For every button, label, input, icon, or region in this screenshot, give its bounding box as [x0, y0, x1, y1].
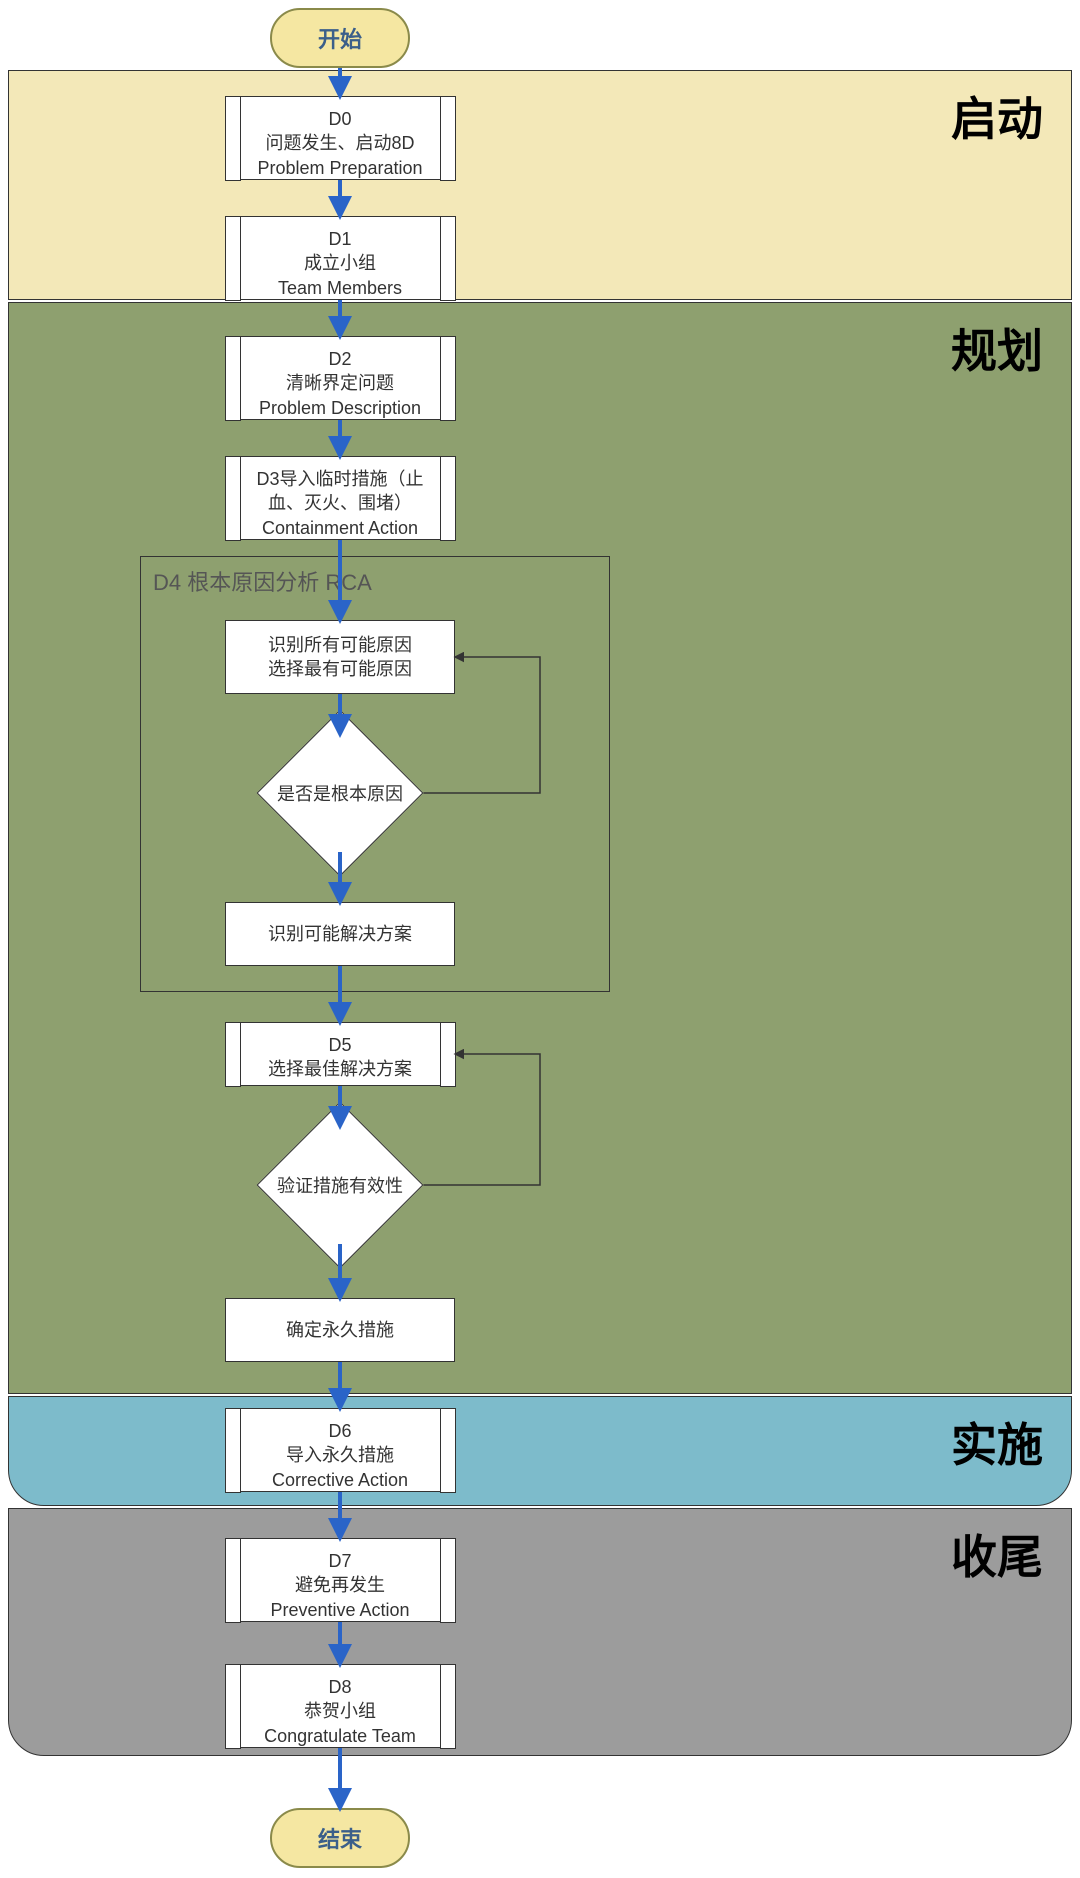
node-d3-cn1: D3导入临时措施（止 — [242, 467, 438, 491]
flowchart-canvas: 启动 规划 实施 收尾 开始 D0 问题发生、启动8D Problem Prep… — [0, 0, 1080, 1878]
node-d4a: 识别所有可能原因 选择最有可能原因 — [225, 620, 455, 694]
node-d0: D0 问题发生、启动8D Problem Preparation — [225, 96, 455, 180]
start-label: 开始 — [318, 22, 362, 54]
end-label: 结束 — [318, 1822, 362, 1854]
node-d6: D6 导入永久措施 Corrective Action — [225, 1408, 455, 1492]
node-d8-code: D8 — [242, 1675, 438, 1699]
node-d5b-cn: 确定永久措施 — [286, 1318, 394, 1342]
node-d0-cn: 问题发生、启动8D — [242, 131, 438, 155]
start-terminator: 开始 — [270, 8, 410, 68]
node-d2: D2 清晰界定问题 Problem Description — [225, 336, 455, 420]
node-d2-en: Problem Description — [242, 396, 438, 420]
node-d4-decision: 是否是根本原因 — [281, 734, 399, 852]
node-d4-decision-label: 是否是根本原因 — [250, 734, 430, 852]
node-d6-en: Corrective Action — [242, 1468, 438, 1492]
phase-close-label: 收尾 — [951, 1521, 1043, 1587]
node-d6-code: D6 — [242, 1419, 438, 1443]
node-d1-cn: 成立小组 — [242, 251, 438, 275]
phase-exec-label: 实施 — [951, 1409, 1043, 1475]
node-d2-cn: 清晰界定问题 — [242, 371, 438, 395]
node-d3: D3导入临时措施（止 血、灭火、围堵） Containment Action — [225, 456, 455, 540]
phase-launch: 启动 — [8, 70, 1072, 300]
node-d7-en: Preventive Action — [242, 1598, 438, 1622]
phase-close: 收尾 — [8, 1508, 1072, 1756]
node-d5-decision-label: 验证措施有效性 — [250, 1126, 430, 1244]
phase-exec: 实施 — [8, 1396, 1072, 1506]
node-d8-en: Congratulate Team — [242, 1724, 438, 1748]
node-d5: D5 选择最佳解决方案 — [225, 1022, 455, 1086]
node-d7-cn: 避免再发生 — [242, 1573, 438, 1597]
node-d4b: 识别可能解决方案 — [225, 902, 455, 966]
node-d7-code: D7 — [242, 1549, 438, 1573]
node-d8-cn: 恭贺小组 — [242, 1699, 438, 1723]
node-d5-code: D5 — [242, 1033, 438, 1057]
node-d5-cn: 选择最佳解决方案 — [242, 1057, 438, 1081]
node-d3-cn2: 血、灭火、围堵） — [242, 491, 438, 515]
node-d3-en: Containment Action — [242, 516, 438, 540]
node-d6-cn: 导入永久措施 — [242, 1443, 438, 1467]
node-d1: D1 成立小组 Team Members — [225, 216, 455, 300]
node-d4a-cn1: 识别所有可能原因 — [268, 633, 412, 657]
node-d0-en: Problem Preparation — [242, 156, 438, 180]
node-d7: D7 避免再发生 Preventive Action — [225, 1538, 455, 1622]
node-d1-code: D1 — [242, 227, 438, 251]
phase-launch-label: 启动 — [951, 83, 1043, 149]
node-d1-en: Team Members — [242, 276, 438, 300]
node-d5-decision: 验证措施有效性 — [281, 1126, 399, 1244]
node-d5b: 确定永久措施 — [225, 1298, 455, 1362]
node-d8: D8 恭贺小组 Congratulate Team — [225, 1664, 455, 1748]
node-d0-code: D0 — [242, 107, 438, 131]
phase-plan-label: 规划 — [951, 315, 1043, 381]
node-d4b-cn: 识别可能解决方案 — [268, 922, 412, 946]
end-terminator: 结束 — [270, 1808, 410, 1868]
group-d4-title: D4 根本原因分析 RCA — [153, 565, 372, 597]
node-d4a-cn2: 选择最有可能原因 — [268, 657, 412, 681]
node-d2-code: D2 — [242, 347, 438, 371]
